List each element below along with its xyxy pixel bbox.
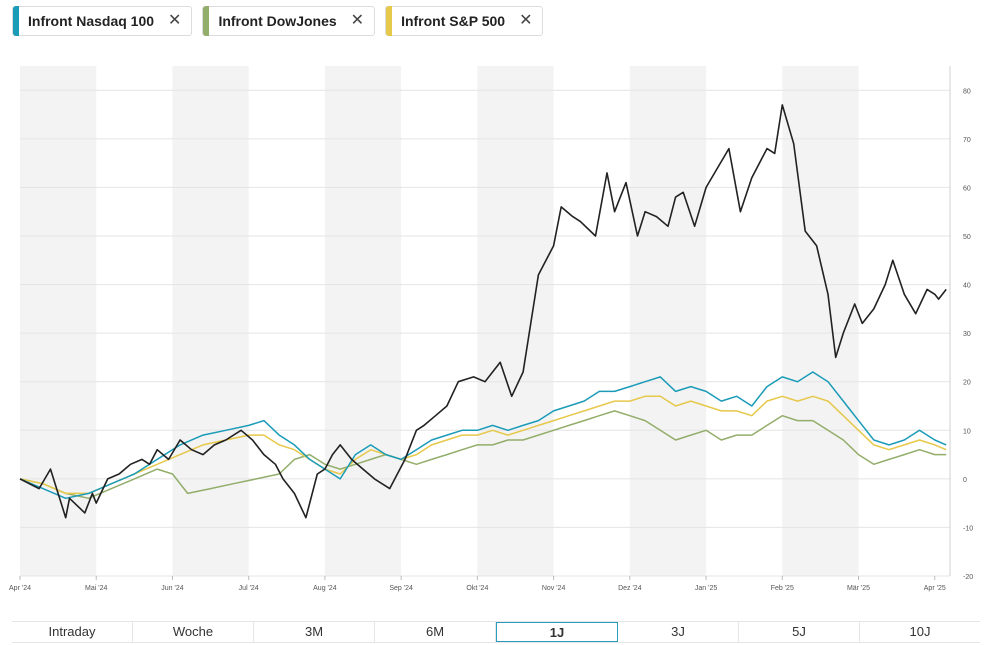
- instrument-label: Infront DowJones: [218, 13, 337, 29]
- series-line: [19, 395, 947, 495]
- instrument-tag-dowjones[interactable]: Infront DowJones ✕: [202, 6, 376, 36]
- x-tick-label: Okt '24: [466, 585, 488, 592]
- range-button-6m[interactable]: 6M: [375, 622, 496, 642]
- shaded-month-band: [629, 66, 707, 576]
- close-icon[interactable]: ✕: [519, 12, 533, 29]
- instrument-tag-sp500[interactable]: Infront S&P 500 ✕: [385, 6, 544, 36]
- series-line: [19, 410, 947, 500]
- range-button-week[interactable]: Woche: [133, 622, 254, 642]
- x-tick-label: Apr '25: [924, 585, 946, 592]
- instrument-tag-nasdaq[interactable]: Infront Nasdaq 100 ✕: [12, 6, 193, 36]
- y-tick-label: -10: [963, 525, 973, 532]
- close-icon[interactable]: ✕: [168, 12, 182, 29]
- range-button-5y[interactable]: 5J: [739, 622, 860, 642]
- range-button-3m[interactable]: 3M: [254, 622, 375, 642]
- range-button-10y[interactable]: 10J: [909, 624, 931, 639]
- y-tick-label: 30: [963, 331, 971, 338]
- color-swatch: [13, 6, 19, 36]
- range-button-intraday[interactable]: Intraday: [12, 622, 133, 642]
- range-button-3y[interactable]: 3J: [618, 622, 739, 642]
- color-swatch: [203, 6, 210, 36]
- x-tick-label: Apr '24: [9, 585, 31, 592]
- x-tick-label: Feb '25: [771, 585, 794, 592]
- x-tick-label: Jun '24: [161, 585, 183, 592]
- y-tick-label: 10: [963, 428, 971, 435]
- y-tick-label: 60: [963, 185, 971, 192]
- time-range-selector: Intraday Woche 3M 6M 1J 3J 5J 10J: [12, 621, 980, 643]
- x-tick-label: Dez '24: [618, 585, 642, 592]
- series-line: [19, 104, 947, 519]
- instrument-label: Infront S&P 500: [401, 13, 506, 29]
- shaded-month-band: [477, 66, 554, 576]
- close-icon[interactable]: ✕: [350, 12, 365, 29]
- x-tick-label: Nov '24: [542, 585, 566, 592]
- x-tick-label: Aug '24: [313, 585, 337, 592]
- y-tick-label: 80: [963, 88, 971, 95]
- x-tick-label: Mai '24: [85, 585, 107, 592]
- x-tick-label: Jan '25: [695, 585, 717, 592]
- instrument-tags: Infront Nasdaq 100 ✕ Infront DowJones ✕ …: [12, 6, 544, 36]
- instrument-label: Infront Nasdaq 100: [28, 13, 155, 29]
- shaded-month-band: [324, 66, 402, 576]
- y-tick-label: 70: [963, 137, 971, 144]
- color-swatch: [386, 6, 393, 36]
- range-button-1y[interactable]: 1J: [496, 622, 618, 642]
- y-tick-label: 40: [963, 283, 971, 290]
- comparison-line-chart[interactable]: -20 -10 0 10 20 30 40 50 60 70 80 Apr '24 Mai '24 Jun…: [0, 55, 1000, 600]
- y-tick-label: 50: [963, 234, 971, 241]
- x-tick-label: Mär '25: [847, 585, 870, 592]
- shaded-month-band: [20, 66, 97, 576]
- y-tick-label: 20: [963, 380, 971, 387]
- y-tick-label: -20: [963, 574, 973, 581]
- y-tick-label: 0: [963, 477, 967, 484]
- x-tick-label: Jul '24: [239, 585, 259, 592]
- shaded-month-band: [172, 66, 249, 576]
- x-tick-label: Sep '24: [389, 585, 413, 592]
- series-line: [19, 371, 947, 500]
